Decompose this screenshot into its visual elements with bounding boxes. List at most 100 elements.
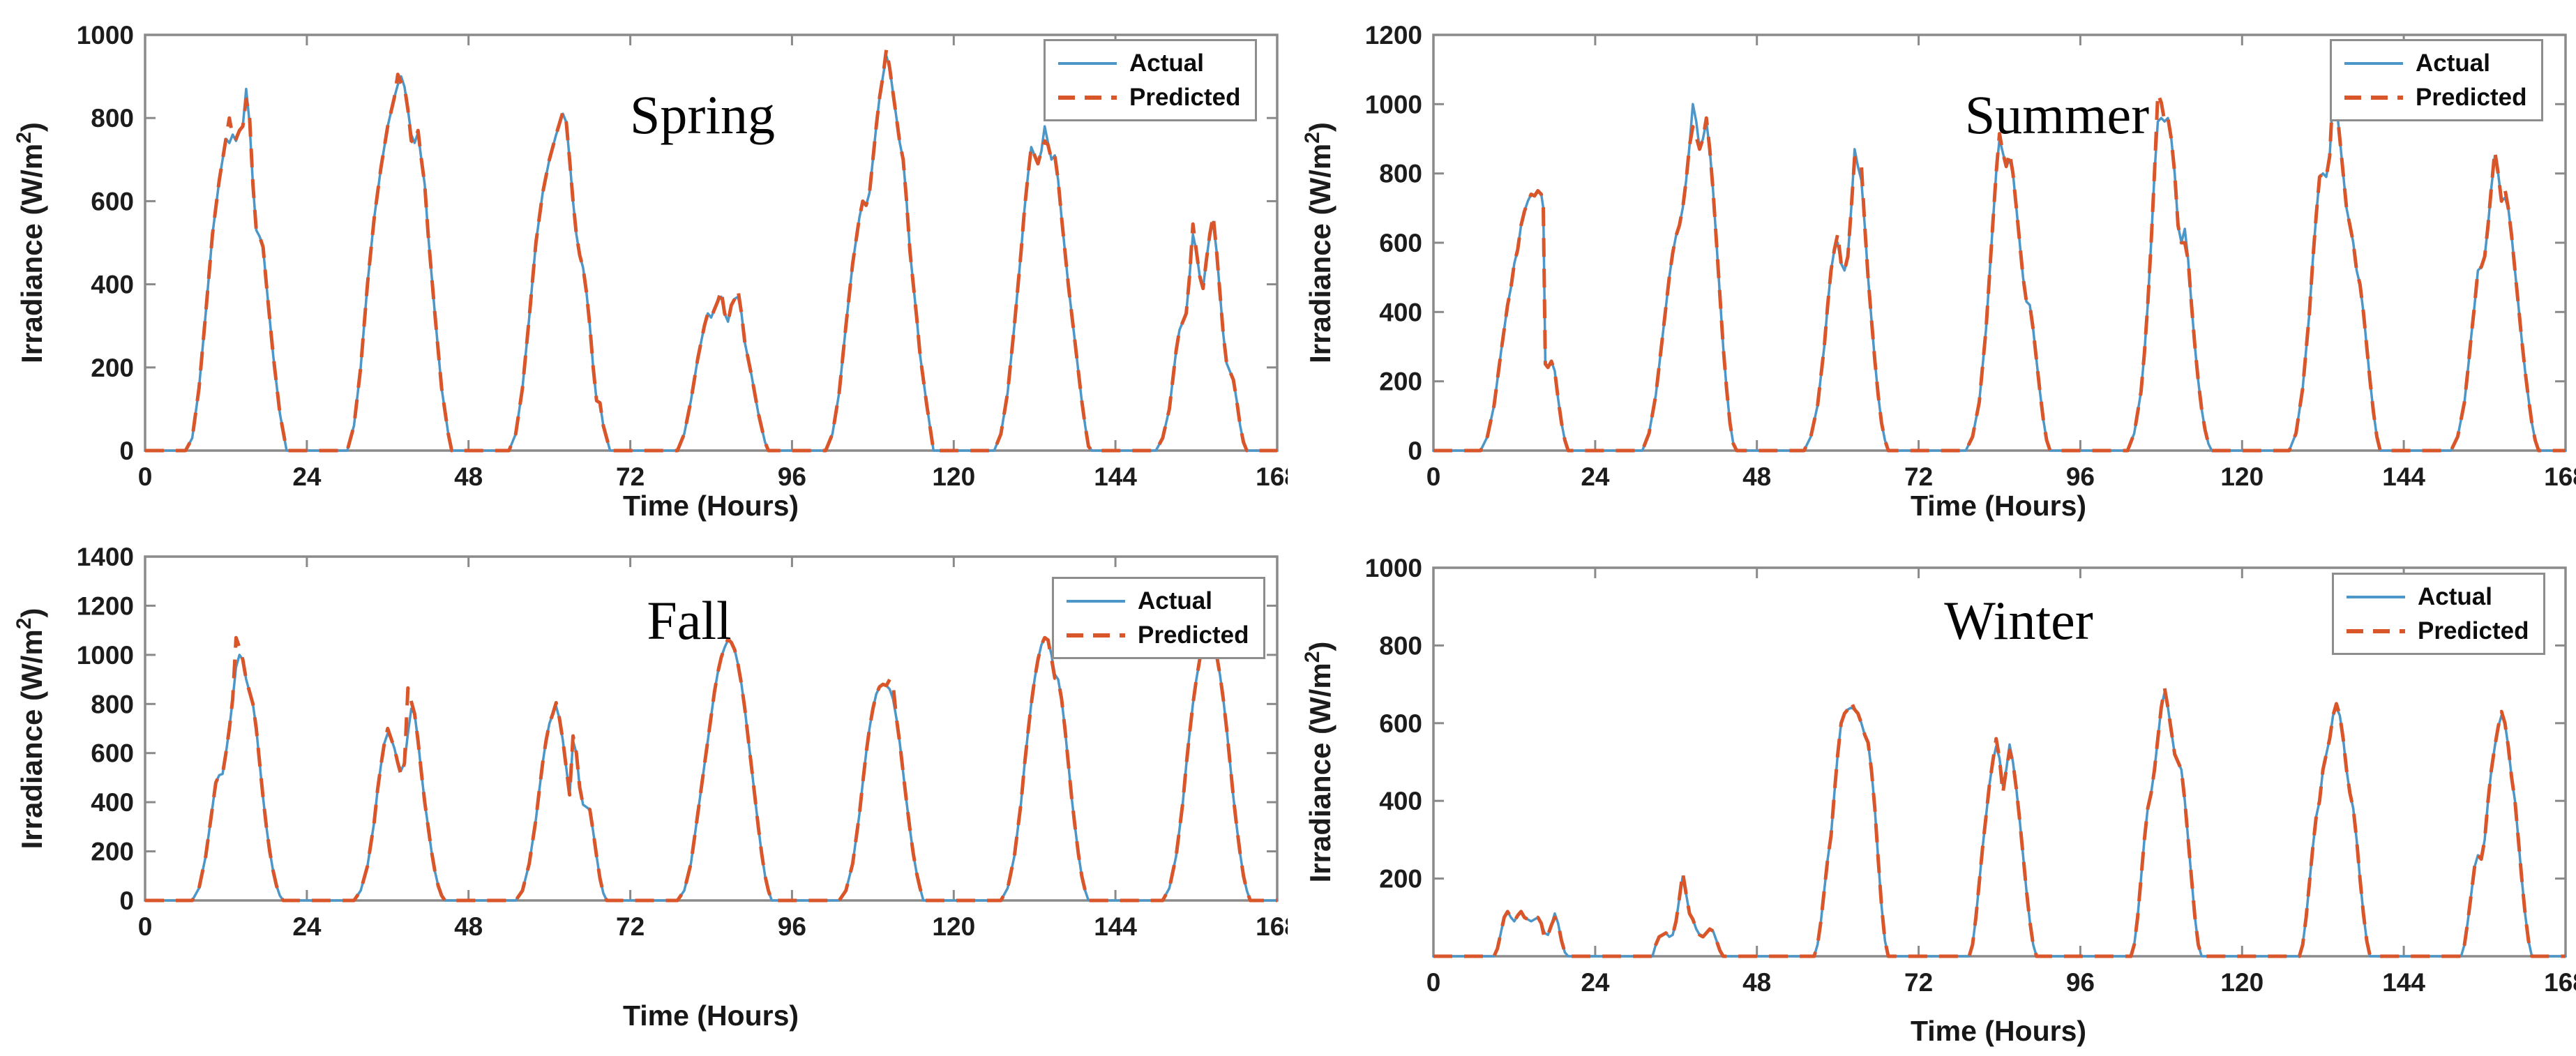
chart-winter: 0 24 48 72 96 120 144 168 200 400 600 800 1000 Irradi…: [1288, 528, 2576, 1056]
actual-series-line: [1432, 691, 2567, 958]
y-tick-label: 0: [119, 887, 134, 915]
x-tick-label: 72: [1904, 968, 1933, 997]
x-tick-label: 24: [292, 462, 322, 491]
x-tick-label: 96: [2066, 462, 2095, 491]
y-tick-label: 800: [1379, 631, 1422, 660]
x-tick-label: 48: [454, 912, 483, 941]
predicted-series-line: [145, 631, 1277, 903]
x-tick-label: 48: [1742, 462, 1771, 491]
y-tick-label: 1200: [1365, 21, 1422, 50]
legend-label-actual: Actual: [1129, 50, 1204, 77]
actual-line-sample: [2344, 61, 2403, 65]
y-tick-label: 1000: [77, 641, 134, 670]
plot-frame: [144, 33, 1279, 452]
y-axis-label: Irradiance (W/m2): [1301, 642, 1336, 883]
x-axis-label: Time (Hours): [1910, 1015, 2087, 1047]
chart-title-winter: Winter: [1944, 590, 2093, 651]
y-tick-label: 1000: [1365, 554, 1422, 582]
y-axis-label: Irradiance (W/m2): [13, 122, 48, 363]
x-tick-label: 96: [778, 462, 806, 491]
chart-title-fall: Fall: [647, 590, 732, 651]
y-tick-label: 1200: [77, 591, 134, 620]
y-tick-label: 600: [1379, 229, 1422, 257]
y-tick-label: 400: [91, 271, 134, 299]
y-tick-label: 200: [91, 838, 134, 866]
x-tick-label: 168: [1256, 912, 1288, 941]
y-tick-label: 0: [119, 437, 134, 465]
x-tick-label: 72: [616, 912, 645, 941]
actual-series-line: [144, 631, 1279, 902]
x-tick-label: 24: [1581, 462, 1610, 491]
x-tick-label: 120: [932, 912, 975, 941]
chart-summer: 0 24 48 72 96 120 144 168 0 200 400 600 800 1000 1200 I…: [1288, 0, 2576, 528]
x-tick-label: 168: [1256, 462, 1288, 491]
predicted-series-line: [1433, 86, 2566, 453]
y-tick-label: 200: [1379, 368, 1422, 396]
x-axis-label: Time (Hours): [1910, 490, 2087, 522]
x-tick-label: 120: [2220, 462, 2264, 491]
y-axis-label: Irradiance (W/m2): [13, 608, 48, 850]
y-tick-label: 800: [91, 104, 134, 133]
chart-title-summer: Summer: [1964, 84, 2150, 145]
plot-area-spring: 0 24 48 72 96 120 144 168 0 200 400 600 800 1000 Irrad…: [13, 21, 1288, 491]
legend-label-predicted: Predicted: [1138, 621, 1249, 649]
legend-label-predicted: Predicted: [2418, 617, 2529, 644]
actual-line-sample: [1058, 61, 1117, 65]
legend-row-actual: Actual: [1065, 589, 1249, 613]
predicted-line-sample: [2347, 628, 2405, 633]
x-tick-label: 24: [1581, 968, 1610, 997]
x-tick-label: 72: [1904, 462, 1933, 491]
plot-frame: [144, 555, 1279, 902]
y-tick-label: 600: [91, 187, 134, 216]
x-tick-label: 0: [1426, 462, 1441, 491]
x-tick-label: 24: [292, 912, 322, 941]
actual-line-sample: [2347, 595, 2405, 598]
x-tick-label: 0: [138, 912, 153, 941]
x-tick-label: 144: [1094, 912, 1137, 941]
predicted-series-line: [145, 47, 1277, 453]
predicted-line-sample: [1058, 95, 1117, 100]
x-axis-label: Time (Hours): [622, 490, 799, 522]
x-tick-label: 144: [2382, 462, 2425, 491]
x-tick-label: 120: [932, 462, 975, 491]
y-tick-label: 1000: [1365, 90, 1422, 119]
x-tick-label: 96: [778, 912, 806, 941]
y-tick-label: 400: [1379, 298, 1422, 326]
legend-box: Actual Predicted: [2332, 573, 2545, 655]
x-tick-label: 48: [1742, 968, 1771, 997]
y-tick-label: 400: [1379, 787, 1422, 815]
legend-label-actual: Actual: [1138, 587, 1212, 614]
x-tick-label: 0: [138, 462, 153, 491]
x-tick-label: 0: [1426, 968, 1441, 997]
x-tick-label: 144: [1094, 462, 1137, 491]
legend-box: Actual Predicted: [1044, 39, 1257, 121]
actual-line-sample: [1067, 599, 1125, 603]
actual-series-line: [1432, 92, 2567, 452]
plot-area-fall: 0 24 48 72 96 120 144 168 0 200 400 600 800 1000 1200 1…: [13, 543, 1288, 941]
x-tick-label: 48: [454, 462, 483, 491]
y-tick-label: 0: [1408, 437, 1422, 465]
legend-row-actual: Actual: [1057, 51, 1241, 75]
x-tick-label: 168: [2544, 462, 2576, 491]
legend-row-predicted: Predicted: [2343, 85, 2527, 110]
legend-box: Actual Predicted: [2330, 39, 2543, 121]
y-tick-label: 1000: [77, 21, 134, 50]
x-tick-label: 96: [2066, 968, 2095, 997]
x-tick-label: 144: [2382, 968, 2425, 997]
y-tick-label: 1400: [77, 543, 134, 571]
legend-label-predicted: Predicted: [2416, 84, 2527, 111]
chart-title-spring: Spring: [629, 84, 776, 145]
y-tick-label: 800: [91, 690, 134, 718]
chart-fall: 0 24 48 72 96 120 144 168 0 200 400 600 800 1000 1200 1…: [0, 528, 1288, 1056]
y-tick-label: 400: [91, 788, 134, 817]
x-tick-label: 72: [616, 462, 645, 491]
legend-row-predicted: Predicted: [1065, 623, 1249, 647]
legend-row-predicted: Predicted: [1057, 85, 1241, 110]
legend-row-actual: Actual: [2345, 584, 2529, 609]
chart-spring: 0 24 48 72 96 120 144 168 0 200 400 600 800 1000 Irrad…: [0, 0, 1288, 528]
y-axis-label: Irradiance (W/m2): [1301, 122, 1336, 363]
predicted-series-line: [1433, 686, 2566, 958]
predicted-line-sample: [2344, 95, 2403, 100]
legend-label-actual: Actual: [2416, 50, 2490, 77]
